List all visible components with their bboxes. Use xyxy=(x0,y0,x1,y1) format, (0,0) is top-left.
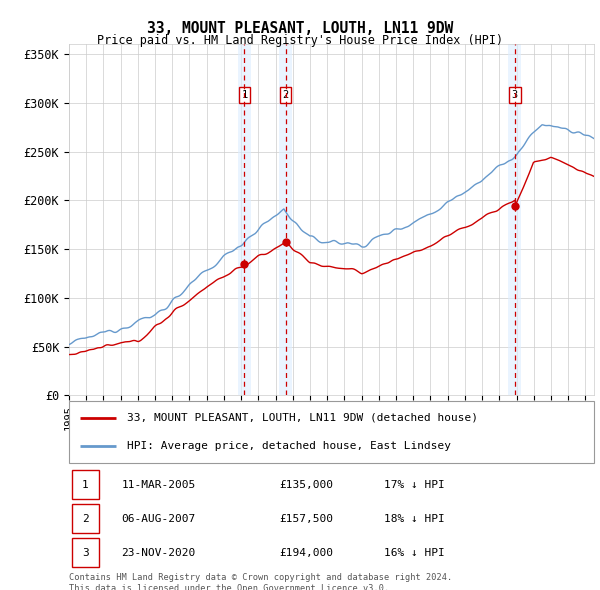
Bar xyxy=(279,44,292,395)
Text: 1: 1 xyxy=(82,480,89,490)
Bar xyxy=(508,44,521,395)
Text: 2: 2 xyxy=(82,514,89,524)
Text: 16% ↓ HPI: 16% ↓ HPI xyxy=(384,548,445,558)
FancyBboxPatch shape xyxy=(71,470,99,499)
Text: £157,500: £157,500 xyxy=(279,514,333,524)
Text: 06-AUG-2007: 06-AUG-2007 xyxy=(121,514,196,524)
Text: 3: 3 xyxy=(512,90,518,100)
Text: 3: 3 xyxy=(82,548,89,558)
Text: Contains HM Land Registry data © Crown copyright and database right 2024.: Contains HM Land Registry data © Crown c… xyxy=(69,573,452,582)
Text: £194,000: £194,000 xyxy=(279,548,333,558)
Text: £135,000: £135,000 xyxy=(279,480,333,490)
Text: Price paid vs. HM Land Registry's House Price Index (HPI): Price paid vs. HM Land Registry's House … xyxy=(97,34,503,47)
Text: 33, MOUNT PLEASANT, LOUTH, LN11 9DW: 33, MOUNT PLEASANT, LOUTH, LN11 9DW xyxy=(147,21,453,35)
Text: 1: 1 xyxy=(241,90,248,100)
Text: 33, MOUNT PLEASANT, LOUTH, LN11 9DW (detached house): 33, MOUNT PLEASANT, LOUTH, LN11 9DW (det… xyxy=(127,413,478,423)
Text: 2: 2 xyxy=(283,90,289,100)
FancyBboxPatch shape xyxy=(69,401,594,463)
FancyBboxPatch shape xyxy=(71,504,99,533)
Text: 23-NOV-2020: 23-NOV-2020 xyxy=(121,548,196,558)
FancyBboxPatch shape xyxy=(71,538,99,568)
Text: HPI: Average price, detached house, East Lindsey: HPI: Average price, detached house, East… xyxy=(127,441,451,451)
Text: 11-MAR-2005: 11-MAR-2005 xyxy=(121,480,196,490)
Bar xyxy=(238,44,251,395)
Text: 17% ↓ HPI: 17% ↓ HPI xyxy=(384,480,445,490)
Text: This data is licensed under the Open Government Licence v3.0.: This data is licensed under the Open Gov… xyxy=(69,584,389,590)
Text: 18% ↓ HPI: 18% ↓ HPI xyxy=(384,514,445,524)
